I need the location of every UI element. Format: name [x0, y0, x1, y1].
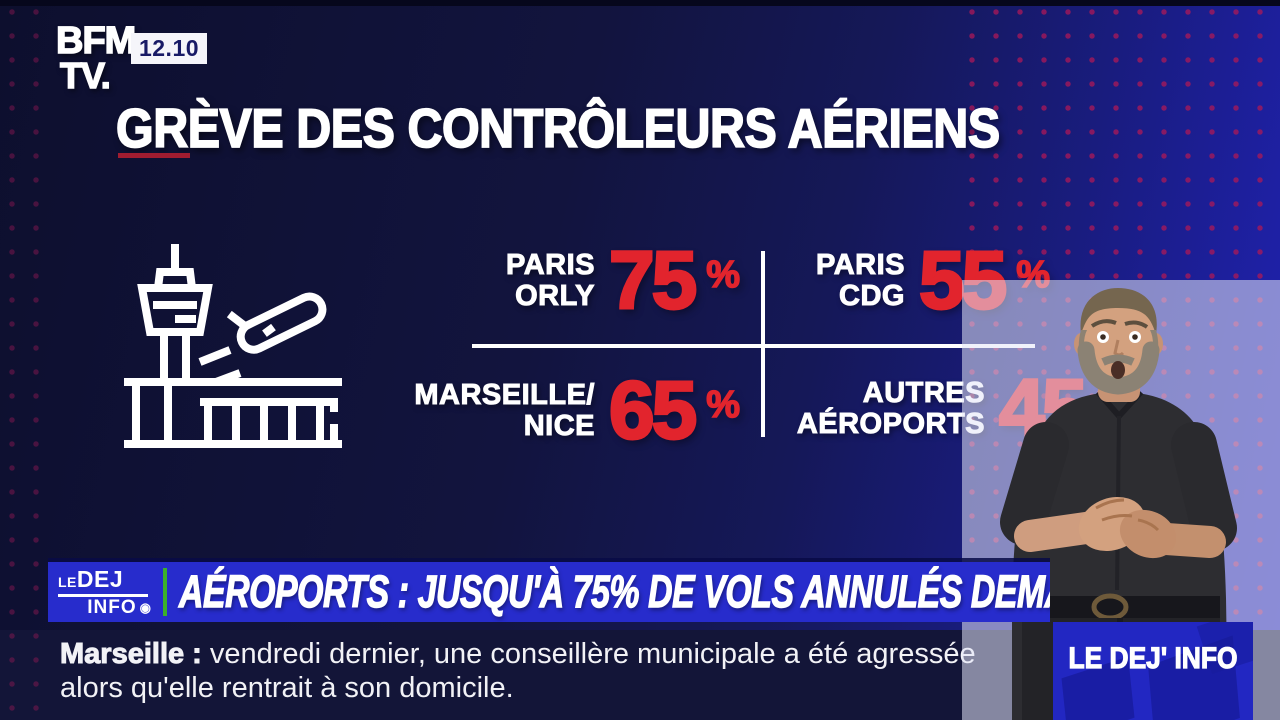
- stat-label-line1: PARIS: [506, 248, 595, 281]
- stat-label-line2: NICE: [523, 410, 595, 443]
- logo-row-ledej: LE DEJ: [58, 566, 148, 597]
- stat-label-line2: AÉROPORTS: [796, 408, 985, 441]
- clock: 12.10: [131, 33, 207, 64]
- stat-label-line1: PARIS: [816, 248, 905, 281]
- logo-le: LE: [58, 573, 77, 590]
- stat-label: AUTRES AÉROPORTS: [700, 376, 985, 441]
- page-title: GRÈVE DES CONTRÔLEURS AÉRIENS: [115, 96, 1001, 160]
- stat-label: PARIS CDG: [700, 248, 905, 313]
- ticker-topic: Marseille :: [60, 638, 203, 671]
- ticker-line1-text: vendredi dernier, une conseillère munici…: [209, 638, 976, 670]
- bfm-logo-line1: BFM: [55, 20, 137, 62]
- airport-icon: [124, 244, 342, 448]
- stat-label-line1: MARSEILLE/: [414, 378, 595, 411]
- stat-label-line2: ORLY: [515, 280, 595, 313]
- le-dej-info-logo: LE DEJ INFO ◉: [58, 566, 152, 619]
- ticker-line2: alors qu'elle rentrait à son domicile.: [60, 672, 514, 704]
- stat-marseille-nice: MARSEILLE/ NICE 65 %: [330, 365, 741, 456]
- banner-headline: AÉROPORTS : JUSQU'À 75% DE VOLS ANNULÉS …: [178, 565, 1050, 617]
- radio-wave-icon: ◉: [139, 599, 152, 615]
- green-separator: [163, 568, 167, 616]
- clock-time: 12.10: [138, 35, 200, 61]
- stat-label-line1: AUTRES: [862, 376, 985, 409]
- stat-value: 75 %: [607, 235, 741, 326]
- bfm-logo-line2: TV.: [59, 54, 111, 96]
- logo-row-info: INFO ◉: [58, 597, 152, 619]
- stat-value: 65 %: [607, 365, 741, 456]
- plane-takeoff-icon: [226, 292, 327, 354]
- stat-unit: %: [705, 383, 741, 427]
- stat-unit: %: [705, 253, 741, 297]
- program-badge-box: LE DEJ' INFO: [1053, 622, 1253, 720]
- dot-pattern-left: [0, 0, 46, 720]
- stat-number: 65: [607, 365, 698, 456]
- lower-third-banner: LE DEJ INFO ◉ AÉROPORTS : JUSQU'À 75% DE …: [48, 562, 1050, 622]
- ticker-text: Marseille : vendredi dernier, une conseil…: [60, 637, 976, 705]
- stat-label: MARSEILLE/ NICE: [330, 378, 595, 443]
- stat-label-line2: CDG: [839, 280, 905, 313]
- program-badge-label: LE DEJ' INFO: [1068, 641, 1238, 675]
- logo-info: INFO: [87, 596, 137, 618]
- stat-number: 75: [607, 235, 698, 326]
- logo-dej: DEJ: [76, 565, 124, 592]
- title-underline: [118, 153, 190, 158]
- stat-paris-orly: PARIS ORLY 75 %: [330, 235, 741, 326]
- grid-divider-horizontal: [472, 344, 1035, 348]
- stat-label: PARIS ORLY: [330, 248, 595, 313]
- ticker-line1: Marseille : vendredi dernier, une conseil…: [60, 637, 976, 671]
- bfm-logo: BFM TV.: [55, 20, 137, 96]
- top-edge-strip: [0, 0, 1280, 6]
